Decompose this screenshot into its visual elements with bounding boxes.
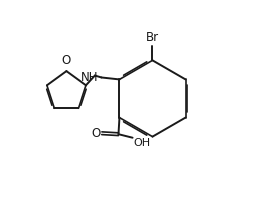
Text: O: O xyxy=(91,127,100,140)
Text: OH: OH xyxy=(134,138,151,148)
Text: O: O xyxy=(62,54,71,67)
Text: NH: NH xyxy=(80,71,98,84)
Text: Br: Br xyxy=(146,31,159,44)
